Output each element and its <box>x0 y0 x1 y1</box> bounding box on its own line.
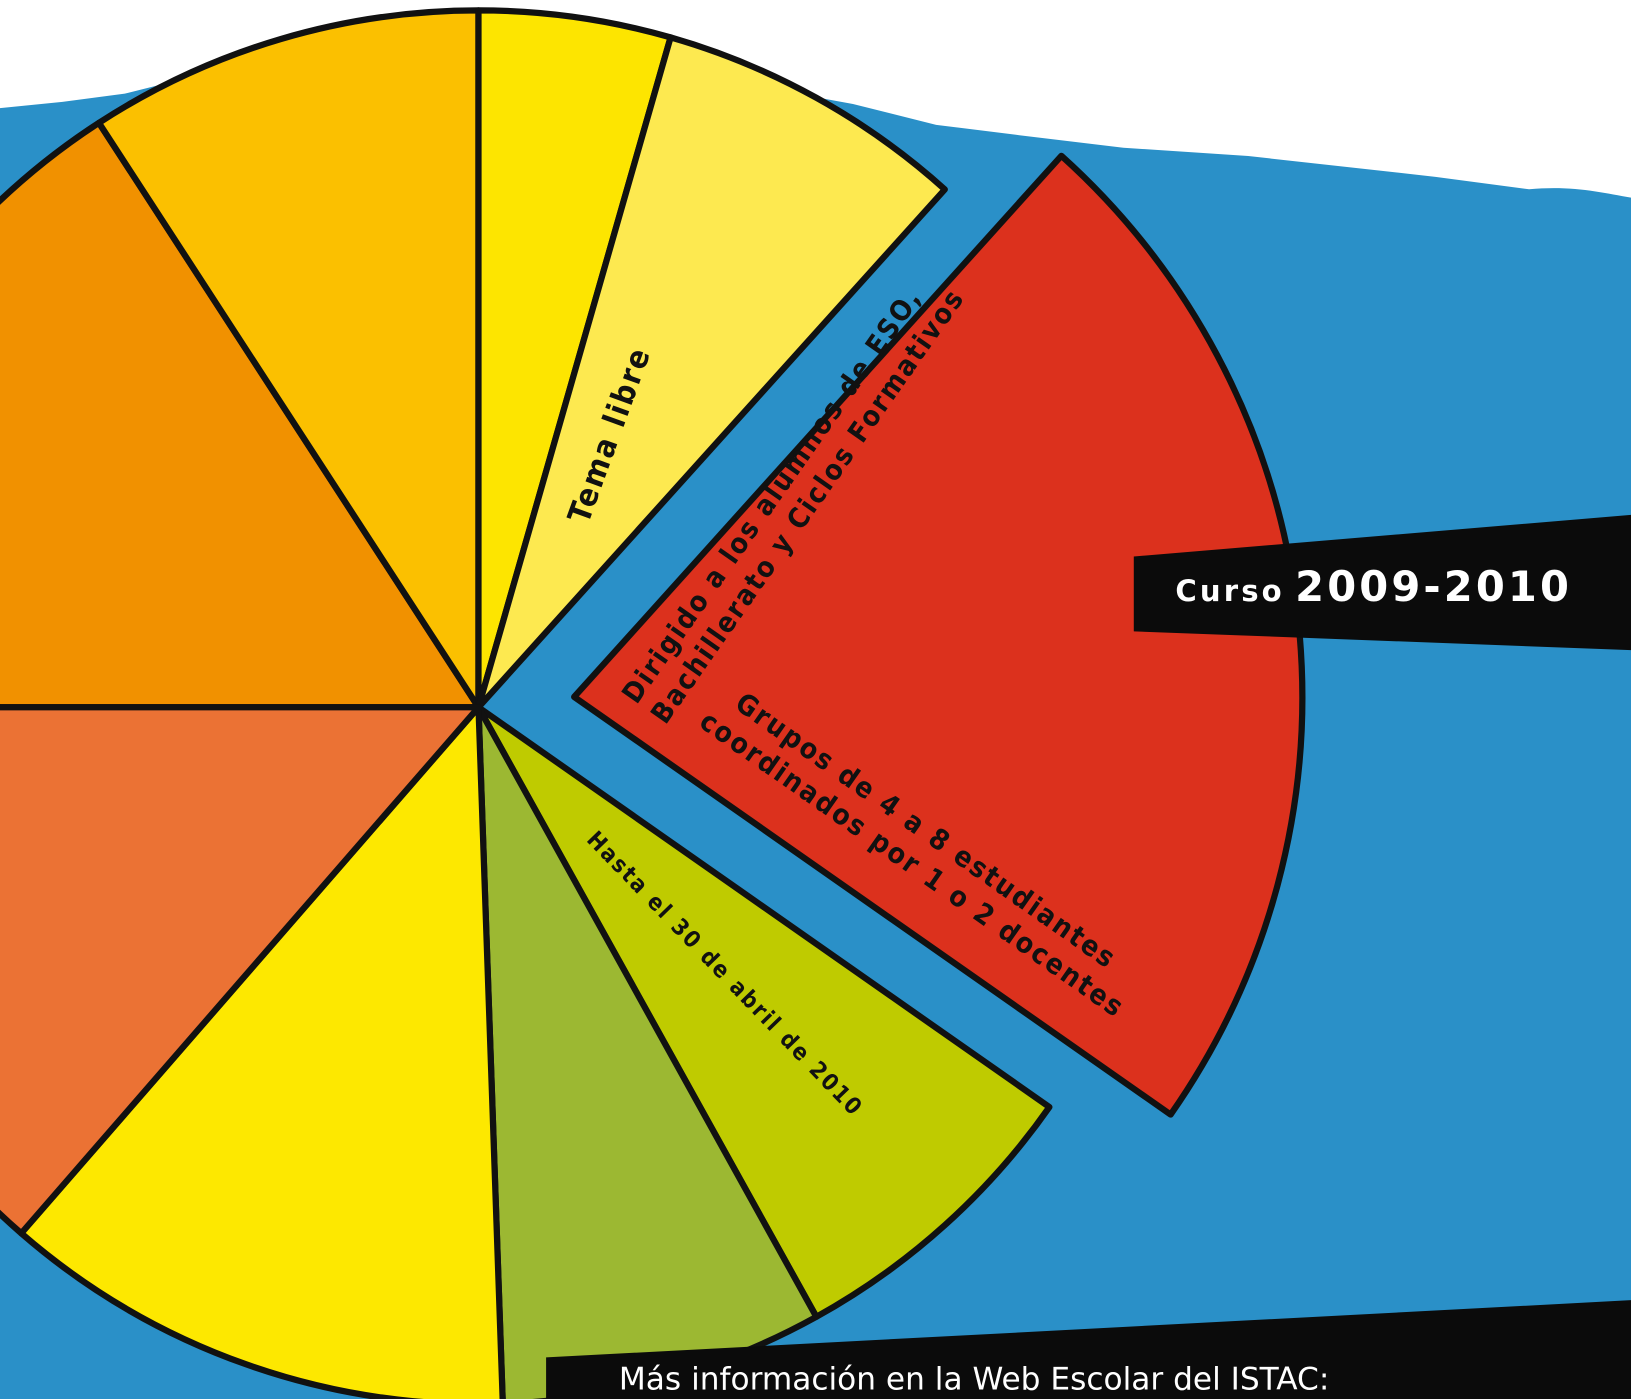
course-years: 2009-2010 <box>1295 562 1572 611</box>
poster: Curso 2009-2010 Más información en la Web… <box>0 0 1631 1399</box>
course-prefix: Curso <box>1175 574 1284 608</box>
footer-info: Más información en la Web Escolar del IS… <box>619 1362 1329 1398</box>
